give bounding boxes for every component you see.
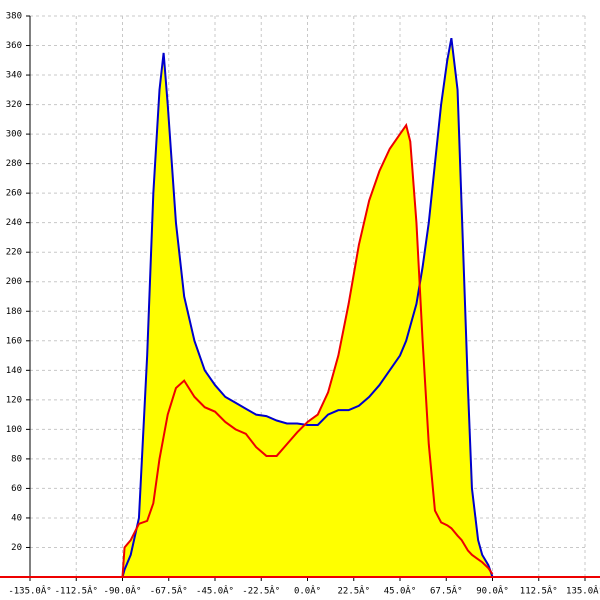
y-tick-label: 380 (6, 12, 22, 22)
line (121, 122, 494, 578)
x-tick-label: -22.5Â° (242, 585, 280, 597)
y-tick-label: 180 (6, 307, 22, 317)
x-tick-label: 22.5Â° (337, 585, 370, 597)
y-tick-label: 100 (6, 425, 22, 435)
y-tick-label: 80 (11, 454, 22, 464)
x-tick-label: 0.0Â° (294, 585, 321, 597)
y-tick-label: 240 (6, 218, 22, 228)
x-tick-label: 135.0Â° (566, 585, 600, 597)
x-tick-label: 90.0Â° (476, 585, 509, 597)
x-tick-label: -112.5Â° (55, 585, 98, 597)
y-tick-label: 40 (11, 513, 22, 523)
y-tick-label: 300 (6, 130, 22, 140)
y-tick-label: 220 (6, 248, 22, 258)
y-tick-label: 320 (6, 100, 22, 110)
x-tick-label: 45.0Â° (384, 585, 417, 597)
y-tick-label: 60 (11, 484, 22, 494)
y-tick-label: 260 (6, 189, 22, 199)
x-tick-label: 112.5Â° (520, 585, 558, 597)
x-tick-label: -90.0Â° (104, 585, 142, 597)
y-tick-label: 120 (6, 395, 22, 405)
y-tick-label: 200 (6, 277, 22, 287)
x-tick-label: -135.0Â° (8, 585, 51, 597)
area (122, 125, 493, 577)
x-tick-label: -45.0Â° (196, 585, 234, 597)
y-tick-label: 140 (6, 366, 22, 376)
y-tick-label: 360 (6, 41, 22, 51)
line (121, 37, 494, 578)
y-tick-label: 20 (11, 543, 22, 553)
y-tick-label: 280 (6, 159, 22, 169)
y-tick-label: 340 (6, 71, 22, 81)
x-tick-label: -67.5Â° (150, 585, 188, 597)
y-tick-label: 160 (6, 336, 22, 346)
x-tick-label: 67.5Â° (430, 585, 463, 597)
